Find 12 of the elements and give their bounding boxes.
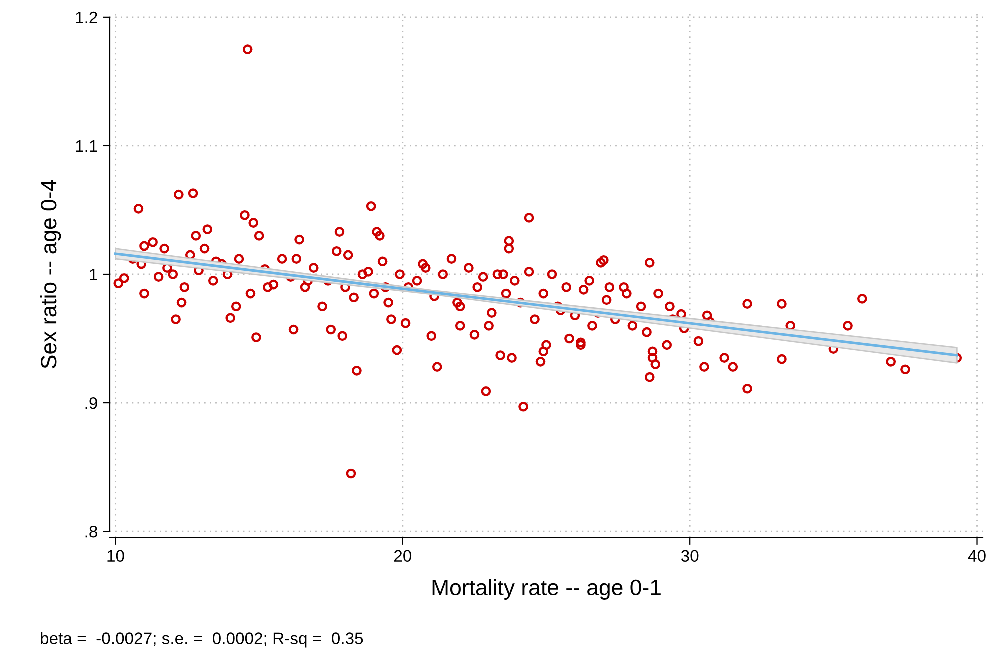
y-tick-label: .9: [86, 397, 98, 410]
y-tick-label: 1: [90, 269, 98, 281]
y-tick-label: 1.2: [76, 12, 98, 24]
x-tick-label: 10: [108, 550, 124, 562]
x-tick-label: 40: [968, 550, 986, 562]
text: beta = -0.0027; s.e. = 0.0002; R-sq = 0.35: [41, 632, 364, 648]
y-tick-label: .8: [86, 526, 98, 538]
x-tick-label: 20: [394, 550, 412, 562]
y-axis-title: Sex ratio -- age 0-4: [40, 180, 62, 369]
y-tick-label: 1.1: [76, 140, 98, 152]
x-axis-title: Mortality rate -- age 0-1: [432, 579, 661, 600]
x-tick-label: 30: [681, 550, 699, 562]
